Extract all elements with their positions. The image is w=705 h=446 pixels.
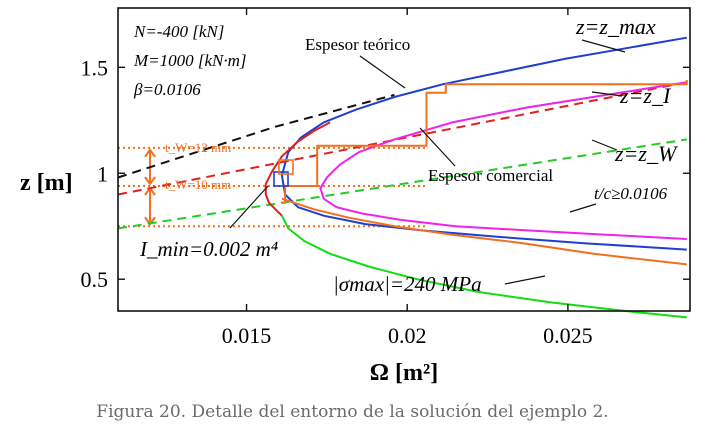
arrow-zW xyxy=(591,139,618,151)
label-sigma: |σmax|=240 MPa xyxy=(333,272,482,296)
solution-box-blue xyxy=(273,171,289,187)
chart: 0.015 0.02 0.025 0.5 1 1.5 z [m] Ω [m²] N=-40… xyxy=(20,7,691,386)
label-zW: z=z_W xyxy=(614,141,678,166)
series-line-5 xyxy=(281,215,687,319)
series-line-8 xyxy=(281,197,687,266)
solution-box-orange xyxy=(278,159,294,175)
label-teorico: Espesor teórico xyxy=(305,35,410,54)
series-line-1 xyxy=(117,81,687,196)
x-tick-label-2: 0.025 xyxy=(543,323,593,348)
ticks-layer: 0.015 0.02 0.025 0.5 1 1.5 xyxy=(81,8,690,348)
plot-frame xyxy=(117,7,691,312)
arrow-teorico xyxy=(359,55,406,89)
label-zmax: z=z_max xyxy=(575,14,656,39)
series-line-3 xyxy=(117,93,395,179)
label-imin: I_min=0.002 m⁴ xyxy=(139,237,278,261)
figure-caption: Figura 20. Detalle del entorno de la sol… xyxy=(96,402,609,422)
arrow-zmax xyxy=(581,39,626,53)
label-tw10: t_W=10 mm xyxy=(165,177,231,192)
y-tick-label-2: 1.5 xyxy=(81,55,109,80)
param-beta: β=0.0106 xyxy=(133,80,201,99)
label-zI: z=z_I xyxy=(619,83,672,108)
label-tc: t/c≥0.0106 xyxy=(594,184,668,203)
bracket-head-bottom-0 xyxy=(144,176,156,186)
series-line-7 xyxy=(281,80,688,204)
y-axis-label: z [m] xyxy=(20,170,73,196)
series-line-4 xyxy=(319,81,687,240)
label-comercial: Espesor comercial xyxy=(428,166,553,185)
x-tick-label-1: 0.02 xyxy=(388,323,427,348)
y-tick-label-1: 1 xyxy=(97,161,108,186)
series-layer xyxy=(117,36,688,319)
y-tick-label-0: 0.5 xyxy=(81,267,109,292)
param-N: N=-400 [kN] xyxy=(133,22,224,41)
x-axis-label: Ω [m²] xyxy=(370,360,438,386)
x-tick-label-0: 0.015 xyxy=(222,323,272,348)
series-line-2 xyxy=(117,138,687,230)
arrow-sigma xyxy=(504,275,546,285)
param-M: M=1000 [kN·m] xyxy=(133,51,247,70)
series-line-6 xyxy=(264,121,331,217)
arrow-zI xyxy=(591,91,623,97)
arrow-comercial xyxy=(419,127,456,167)
label-tw12: t_W=12 mm xyxy=(165,140,231,155)
arrow-imin xyxy=(229,185,269,229)
arrow-tc xyxy=(569,203,597,213)
bracket-head-top-0 xyxy=(144,148,156,158)
